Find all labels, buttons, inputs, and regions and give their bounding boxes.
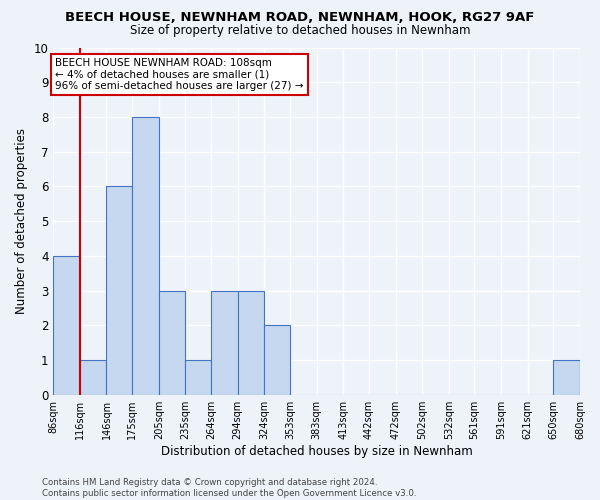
- Text: BEECH HOUSE, NEWNHAM ROAD, NEWNHAM, HOOK, RG27 9AF: BEECH HOUSE, NEWNHAM ROAD, NEWNHAM, HOOK…: [65, 11, 535, 24]
- X-axis label: Distribution of detached houses by size in Newnham: Distribution of detached houses by size …: [161, 444, 473, 458]
- Bar: [553, 360, 580, 394]
- Text: Size of property relative to detached houses in Newnham: Size of property relative to detached ho…: [130, 24, 470, 37]
- Bar: [80, 360, 106, 394]
- Bar: [580, 360, 600, 394]
- Bar: [238, 290, 265, 395]
- Bar: [132, 117, 159, 394]
- Text: Contains HM Land Registry data © Crown copyright and database right 2024.
Contai: Contains HM Land Registry data © Crown c…: [42, 478, 416, 498]
- Text: BEECH HOUSE NEWNHAM ROAD: 108sqm
← 4% of detached houses are smaller (1)
96% of : BEECH HOUSE NEWNHAM ROAD: 108sqm ← 4% of…: [55, 58, 304, 91]
- Bar: [106, 186, 132, 394]
- Bar: [211, 290, 238, 395]
- Bar: [53, 256, 80, 394]
- Bar: [265, 326, 290, 394]
- Bar: [185, 360, 211, 394]
- Y-axis label: Number of detached properties: Number of detached properties: [15, 128, 28, 314]
- Bar: [159, 290, 185, 395]
